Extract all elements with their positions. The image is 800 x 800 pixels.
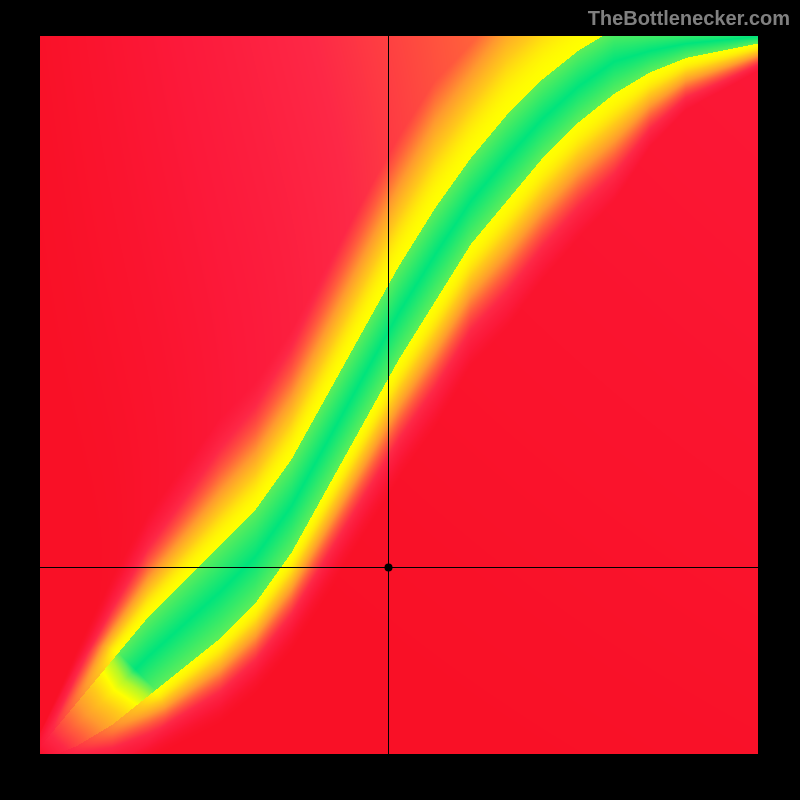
heatmap-chart [40,36,758,754]
heatmap-canvas [40,36,758,754]
watermark: TheBottlenecker.com [588,8,790,31]
viewport: TheBottlenecker.com [0,0,800,800]
